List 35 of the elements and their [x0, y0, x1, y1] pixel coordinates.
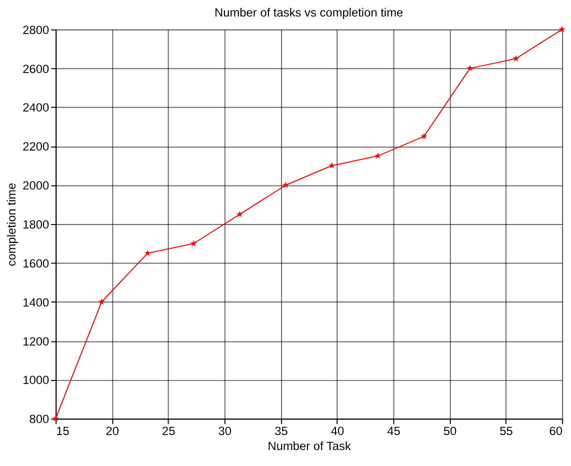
x-tick-label: 30 [218, 424, 232, 438]
point [466, 64, 474, 72]
y-axis-title: completion time [4, 182, 19, 266]
y-tick-label: 1400 [22, 295, 50, 310]
point [190, 240, 198, 246]
x-tick-label: 25 [162, 424, 176, 438]
point [374, 152, 382, 159]
point [328, 162, 336, 168]
x-tick-label: 45 [387, 424, 401, 438]
x-tick-label: 20 [106, 424, 120, 438]
y-tick-label: 2000 [22, 178, 50, 193]
point [558, 26, 566, 32]
point [236, 210, 244, 218]
x-tick-label: 55 [500, 424, 514, 438]
y-tick-label: 1200 [22, 334, 50, 348]
point [512, 55, 520, 62]
y-tick-label: 2600 [22, 62, 50, 76]
point [98, 298, 105, 305]
y-tick-label: 2800 [22, 22, 50, 37]
y-tick-label: 2200 [22, 140, 50, 154]
x-tick-label: 35 [274, 424, 288, 438]
chart-title: Number of tasks vs completion time [214, 5, 404, 20]
point [282, 182, 290, 188]
y-tick-label: 2400 [22, 100, 50, 115]
x-tick-label: 50 [443, 424, 458, 438]
x-tick-label: 60 [549, 424, 563, 438]
x-axis-title: Number of Task [268, 438, 351, 453]
point [420, 132, 428, 140]
y-tick-label: 1800 [22, 218, 50, 232]
point [144, 250, 152, 256]
y-tick-label: 1000 [22, 373, 50, 388]
y-tick-label: 800 [29, 412, 50, 426]
y-tick-label: 1600 [22, 256, 50, 270]
x-tick-label: 15 [56, 424, 70, 438]
x-tick-label: 40 [330, 424, 344, 438]
